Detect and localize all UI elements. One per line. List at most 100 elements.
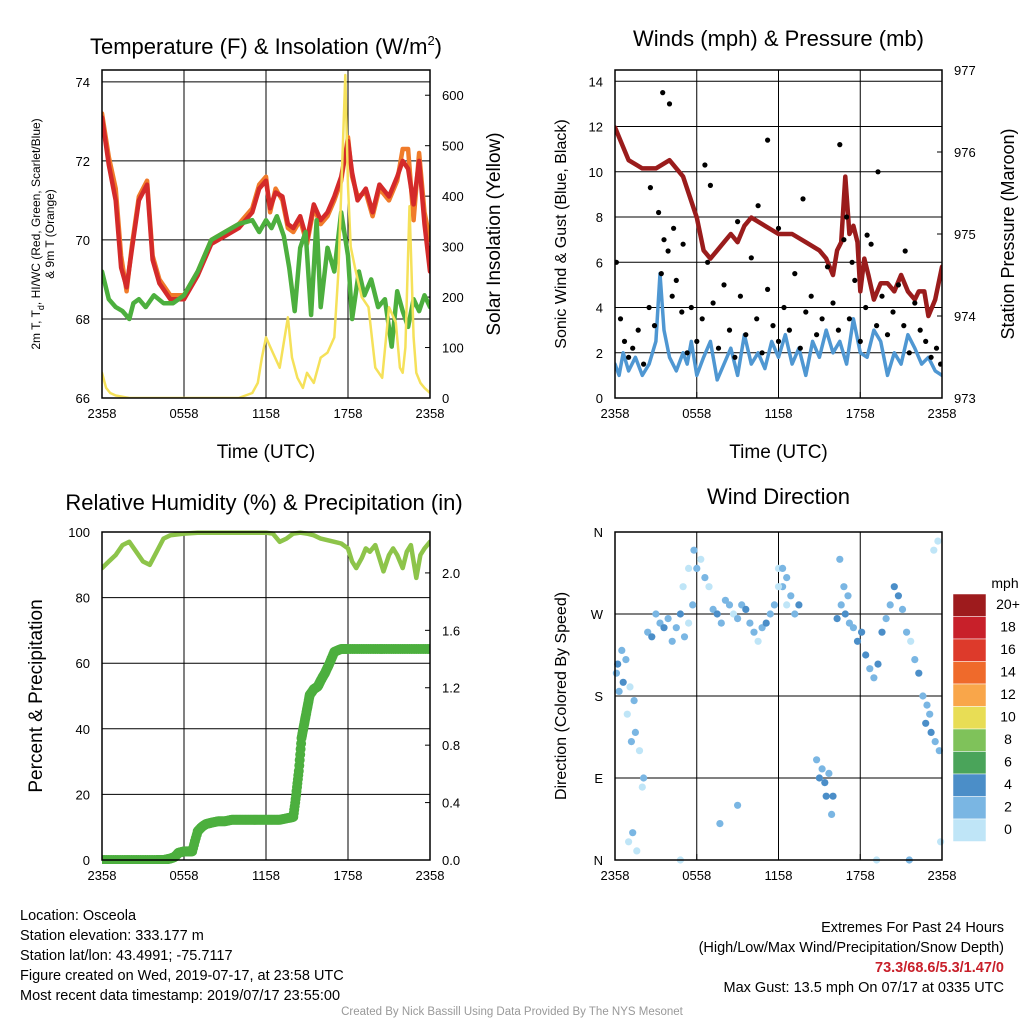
y2-tick-label: 400 xyxy=(442,189,464,204)
extremes-title: Extremes For Past 24 Hours xyxy=(821,920,1004,936)
x-tick-label: 2358 xyxy=(88,406,117,421)
credit-line: Created By Nick Bassill Using Data Provi… xyxy=(341,1006,683,1018)
x-tick-label: 1158 xyxy=(765,868,793,883)
direction-point xyxy=(644,628,652,636)
direction-point xyxy=(679,583,687,591)
series-group xyxy=(102,73,430,398)
gust-point xyxy=(735,219,741,225)
direction-point xyxy=(758,624,766,632)
y-tick-label: W xyxy=(591,607,604,622)
gust-point xyxy=(874,323,880,329)
gust-point xyxy=(666,101,673,107)
y-tick-label: 6 xyxy=(596,255,603,270)
direction-point xyxy=(890,583,898,591)
gust-point xyxy=(864,232,870,238)
legend-swatch xyxy=(952,728,987,752)
legend-swatch xyxy=(952,796,987,820)
direction-point xyxy=(619,678,627,686)
direction-point xyxy=(672,624,680,632)
direction-point xyxy=(717,619,725,627)
y-label-line1: 2m T, Td, HI/WC (Red, Green, Scarlet/Blu… xyxy=(29,118,46,349)
gust-point xyxy=(863,304,869,311)
title-end: ) xyxy=(435,34,442,59)
direction-point xyxy=(701,574,709,582)
gust-point xyxy=(875,169,881,175)
y-tick-label: 70 xyxy=(76,233,90,248)
direction-point xyxy=(631,728,640,737)
gust-point xyxy=(814,332,820,338)
legend-swatch xyxy=(952,638,987,662)
direction-point xyxy=(630,697,638,705)
y2-tick-label: 300 xyxy=(442,240,464,255)
x-tick-label: 0558 xyxy=(170,868,199,883)
gust-point xyxy=(890,309,896,315)
gust-point xyxy=(710,300,716,306)
legend-label: 20+ xyxy=(996,596,1020,612)
legend-swatch xyxy=(952,818,987,842)
max-gust: Max Gust: 13.5 mph On 07/17 at 0335 UTC xyxy=(723,980,1004,996)
direction-point xyxy=(898,605,907,614)
gust-point xyxy=(868,241,874,247)
legend-swatch xyxy=(952,661,987,685)
gust-point xyxy=(707,182,714,188)
direction-point xyxy=(652,610,660,618)
y-tick-label: 2 xyxy=(596,346,603,361)
gust-point xyxy=(765,286,771,292)
direction-point xyxy=(927,728,935,737)
direction-point xyxy=(886,601,894,609)
y2-axis-label: Station Pressure (Maroon) xyxy=(998,128,1018,339)
direction-point xyxy=(626,683,634,691)
y2-axis-label: Solar Insolation (Yellow) xyxy=(484,132,505,335)
legend-label: 10 xyxy=(1000,709,1016,725)
direction-point xyxy=(770,601,779,609)
gust-point xyxy=(803,309,809,315)
direction-point xyxy=(742,605,750,614)
direction-point xyxy=(837,601,845,609)
y2-tick-label: 974 xyxy=(954,309,976,324)
gust-point xyxy=(684,350,690,356)
gust-point xyxy=(912,300,918,306)
gust-point xyxy=(819,316,825,322)
title-sup: 2 xyxy=(427,33,434,48)
title-main: Temperature (F) & Insolation (W/m xyxy=(90,34,427,59)
direction-point xyxy=(828,810,836,819)
direction-point xyxy=(750,628,758,636)
gust-point xyxy=(786,327,793,333)
series-group xyxy=(615,90,942,382)
gust-point xyxy=(615,259,619,265)
y-tick-label: 14 xyxy=(589,74,603,89)
y2-tick-label: 975 xyxy=(954,227,976,242)
x-tick-label: 2358 xyxy=(88,868,117,883)
direction-point xyxy=(926,710,934,718)
x-tick-label: 0558 xyxy=(682,868,711,883)
direction-point xyxy=(849,624,858,632)
direction-point xyxy=(713,610,721,618)
direction-point xyxy=(660,624,668,632)
gust-point xyxy=(743,332,749,338)
direction-point xyxy=(627,738,636,746)
gust-point xyxy=(938,361,942,367)
direction-point xyxy=(858,628,866,636)
gust-point xyxy=(754,316,760,322)
legend-label: 12 xyxy=(1000,686,1016,702)
direction-point xyxy=(919,692,927,700)
gust-point xyxy=(755,203,761,209)
y-tick-label: 100 xyxy=(68,525,90,540)
series-temp xyxy=(102,115,430,302)
direction-point xyxy=(783,574,791,582)
gust-point xyxy=(906,350,912,356)
direction-point xyxy=(623,710,631,718)
direction-point xyxy=(690,546,698,554)
direction-point xyxy=(754,637,762,645)
direction-point xyxy=(931,738,939,746)
y-tick-label: 80 xyxy=(76,591,90,606)
gust-point xyxy=(646,304,652,311)
x-tick-label: 1758 xyxy=(846,868,875,883)
legend-label: 4 xyxy=(1004,776,1012,792)
gust-point xyxy=(849,259,855,265)
extremes-subtitle: (High/Low/Max Wind/Precipitation/Snow De… xyxy=(698,940,1004,956)
gust-point xyxy=(895,282,902,288)
legend-title: mph xyxy=(991,575,1018,591)
y2-tick-label: 976 xyxy=(954,145,976,160)
gust-point xyxy=(726,327,733,333)
